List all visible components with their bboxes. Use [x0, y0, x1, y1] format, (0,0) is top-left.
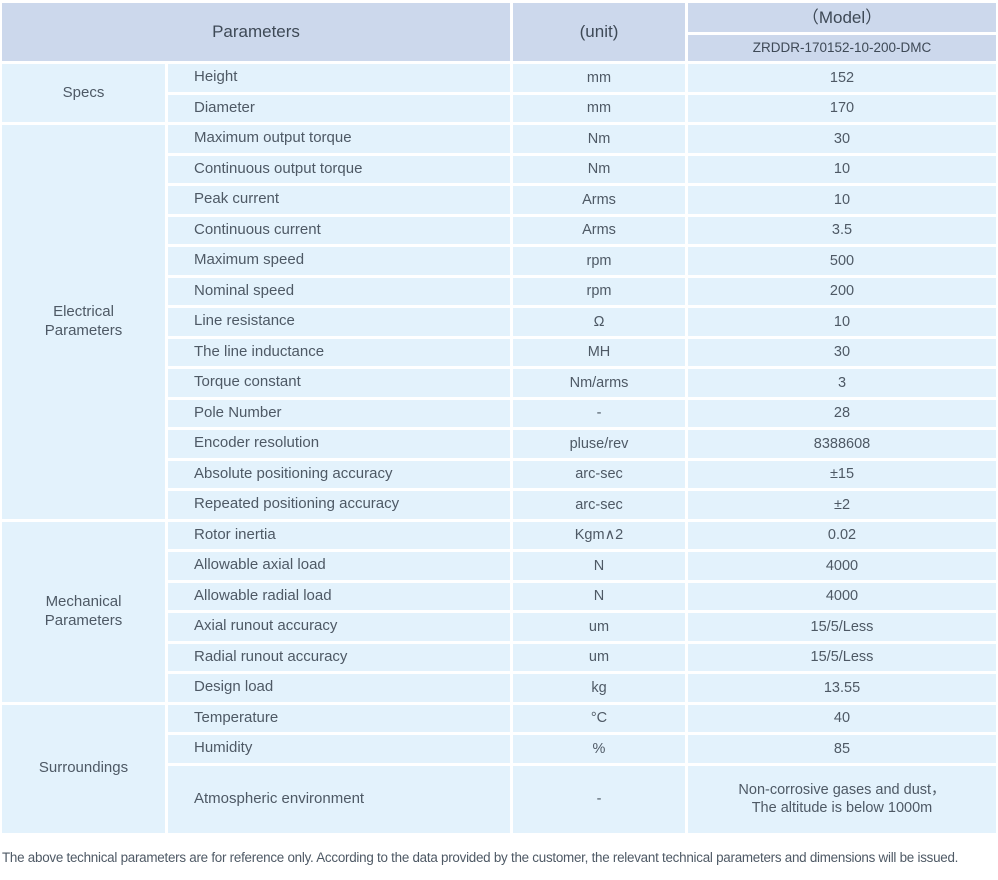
- unit-cell: Nm: [513, 125, 685, 153]
- value-cell: 15/5/Less: [688, 613, 996, 641]
- param-name-cell: Encoder resolution: [168, 430, 510, 458]
- param-name-cell: Maximum output torque: [168, 125, 510, 153]
- group-cell: Mechanical Parameters: [2, 521, 165, 702]
- param-name-cell: Axial runout accuracy: [168, 613, 510, 641]
- value-cell: ±15: [688, 460, 996, 488]
- param-name-cell: Continuous output torque: [168, 155, 510, 183]
- footer-note: The above technical parameters are for r…: [2, 849, 959, 865]
- param-name-cell: Diameter: [168, 94, 510, 122]
- param-name-cell: Allowable radial load: [168, 582, 510, 610]
- value-cell: ±2: [688, 491, 996, 519]
- param-name-cell: Radial runout accuracy: [168, 643, 510, 671]
- value-cell: 10: [688, 186, 996, 214]
- unit-cell: MH: [513, 338, 685, 366]
- group-cell: Electrical Parameters: [2, 125, 165, 519]
- param-name-cell: Pole Number: [168, 399, 510, 427]
- param-name-cell: Maximum speed: [168, 247, 510, 275]
- param-name-cell: The line inductance: [168, 338, 510, 366]
- value-cell: 13.55: [688, 674, 996, 702]
- unit-cell: Nm: [513, 155, 685, 183]
- param-name-cell: Absolute positioning accuracy: [168, 460, 510, 488]
- unit-cell: pluse/rev: [513, 430, 685, 458]
- value-cell: 152: [688, 64, 996, 92]
- value-cell: 4000: [688, 582, 996, 610]
- group-cell: Specs: [2, 64, 165, 122]
- value-cell: Non-corrosive gases and dust， The altitu…: [688, 765, 996, 833]
- value-cell: 30: [688, 125, 996, 153]
- unit-cell: kg: [513, 674, 685, 702]
- value-cell: 15/5/Less: [688, 643, 996, 671]
- table-header-parameters: Parameters: [2, 3, 510, 61]
- value-cell: 85: [688, 735, 996, 763]
- param-name-cell: Peak current: [168, 186, 510, 214]
- value-cell: 40: [688, 704, 996, 732]
- table-header-model: （Model）: [688, 3, 996, 32]
- model-number: ZRDDR-170152-10-200-DMC: [688, 35, 996, 61]
- table-header-unit: (unit): [513, 3, 685, 61]
- param-name-cell: Allowable axial load: [168, 552, 510, 580]
- unit-cell: Nm/arms: [513, 369, 685, 397]
- value-cell: 8388608: [688, 430, 996, 458]
- value-cell: 28: [688, 399, 996, 427]
- unit-cell: %: [513, 735, 685, 763]
- unit-cell: mm: [513, 94, 685, 122]
- unit-cell: °C: [513, 704, 685, 732]
- value-cell: 30: [688, 338, 996, 366]
- value-cell: 200: [688, 277, 996, 305]
- unit-cell: N: [513, 582, 685, 610]
- param-name-cell: Torque constant: [168, 369, 510, 397]
- unit-cell: -: [513, 399, 685, 427]
- value-cell: 0.02: [688, 521, 996, 549]
- unit-cell: mm: [513, 64, 685, 92]
- param-name-cell: Repeated positioning accuracy: [168, 491, 510, 519]
- spec-table: Parameters (unit) （Model） ZRDDR-170152-1…: [2, 3, 996, 833]
- unit-cell: arc-sec: [513, 491, 685, 519]
- value-cell: 3: [688, 369, 996, 397]
- unit-cell: um: [513, 613, 685, 641]
- value-cell: 10: [688, 155, 996, 183]
- param-name-cell: Nominal speed: [168, 277, 510, 305]
- group-cell: Surroundings: [2, 704, 165, 833]
- value-cell: 3.5: [688, 216, 996, 244]
- value-cell: 10: [688, 308, 996, 336]
- param-name-cell: Continuous current: [168, 216, 510, 244]
- unit-cell: N: [513, 552, 685, 580]
- param-name-cell: Atmospheric environment: [168, 765, 510, 833]
- unit-cell: arc-sec: [513, 460, 685, 488]
- param-name-cell: Height: [168, 64, 510, 92]
- value-cell: 170: [688, 94, 996, 122]
- unit-cell: Arms: [513, 186, 685, 214]
- unit-cell: Kgm∧2: [513, 521, 685, 549]
- param-name-cell: Design load: [168, 674, 510, 702]
- unit-cell: um: [513, 643, 685, 671]
- unit-cell: Arms: [513, 216, 685, 244]
- param-name-cell: Temperature: [168, 704, 510, 732]
- param-name-cell: Rotor inertia: [168, 521, 510, 549]
- unit-cell: rpm: [513, 247, 685, 275]
- unit-cell: -: [513, 765, 685, 833]
- unit-cell: rpm: [513, 277, 685, 305]
- value-cell: 4000: [688, 552, 996, 580]
- param-name-cell: Humidity: [168, 735, 510, 763]
- value-cell: 500: [688, 247, 996, 275]
- unit-cell: Ω: [513, 308, 685, 336]
- param-name-cell: Line resistance: [168, 308, 510, 336]
